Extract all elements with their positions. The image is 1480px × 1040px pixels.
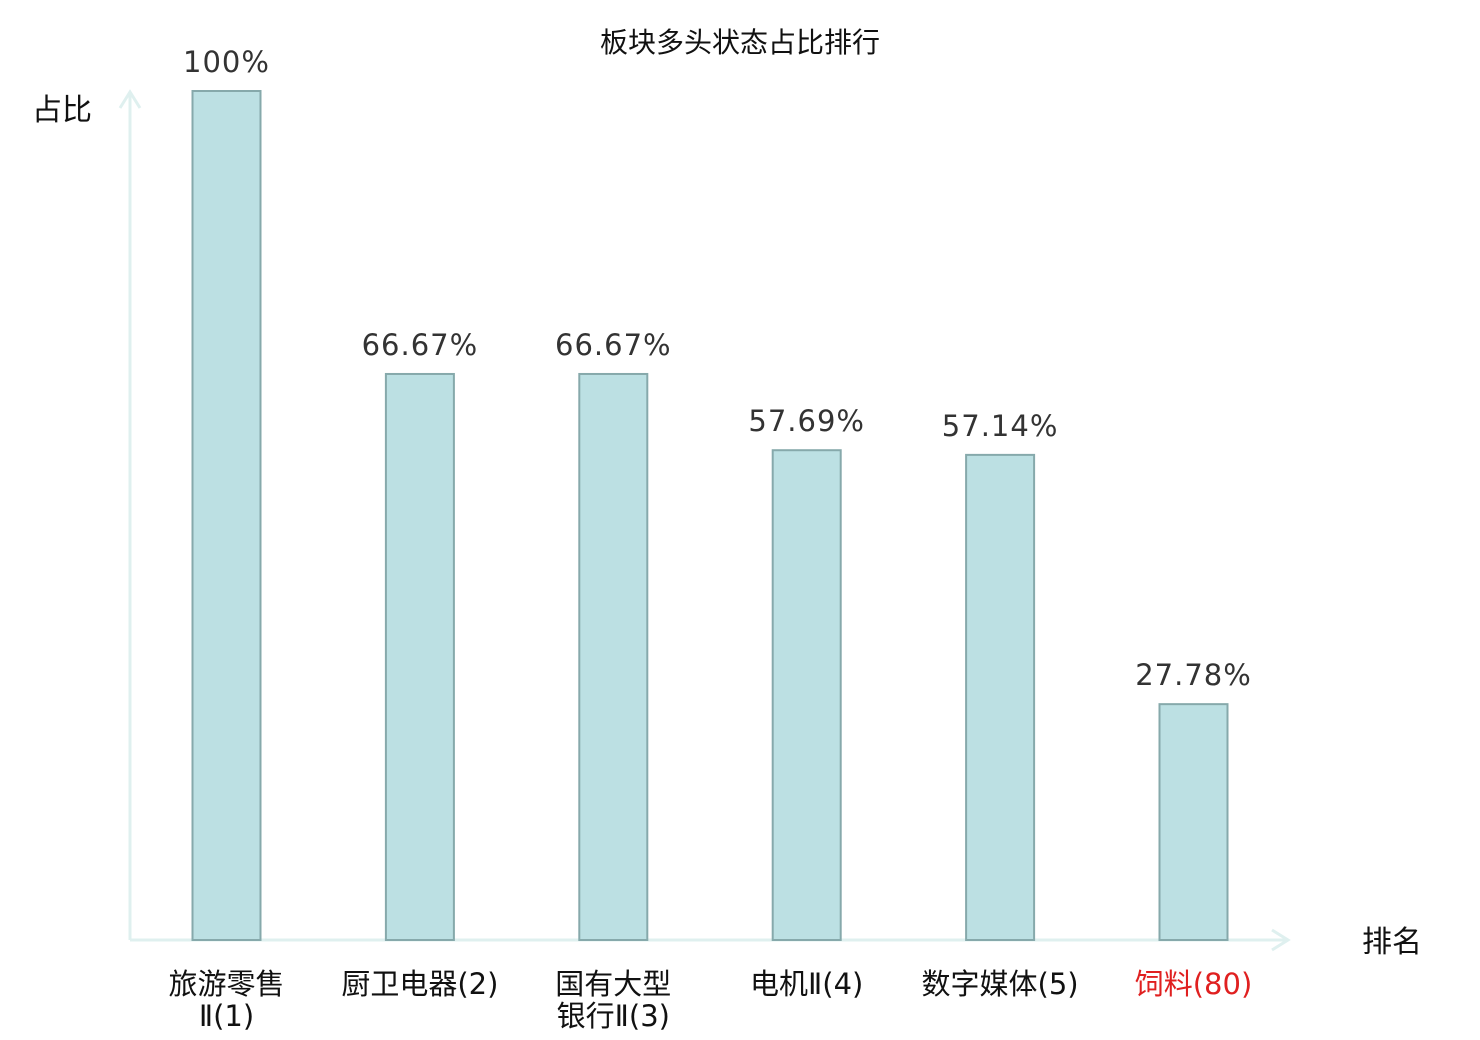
category-label-3-line-2: 银行Ⅱ(3)	[557, 999, 670, 1033]
category-label-5: 数字媒体(5)	[922, 967, 1079, 1001]
chart-title: 板块多头状态占比排行	[600, 26, 880, 59]
y-axis-label: 占比	[32, 93, 92, 128]
category-label-6: 饲料(80)	[1135, 967, 1253, 1001]
value-label-6: 27.78%	[1135, 658, 1252, 692]
category-label-1-line-2: Ⅱ(1)	[199, 999, 254, 1033]
x-axis-arrow-icon	[1271, 928, 1291, 952]
value-label-1: 100%	[183, 45, 270, 79]
category-label-1-line-1: 旅游零售	[168, 967, 284, 1001]
bar-6	[1158, 703, 1229, 942]
value-labels: 100% 66.67% 66.67% 57.69% 57.14% 27.78%	[183, 45, 1252, 692]
bar-3	[578, 372, 649, 942]
category-label-4: 电机Ⅱ(4)	[750, 967, 863, 1001]
category-label-3-line-1: 国有大型	[555, 967, 671, 1001]
category-label-2: 厨卫电器(2)	[341, 967, 498, 1001]
value-label-3: 66.67%	[555, 328, 672, 362]
axes	[118, 89, 1291, 952]
bar-2	[384, 372, 455, 942]
bar-4	[771, 449, 842, 941]
value-label-2: 66.67%	[362, 328, 479, 362]
bar-1	[191, 90, 262, 941]
value-label-5: 57.14%	[942, 409, 1059, 443]
value-label-4: 57.69%	[748, 404, 865, 438]
bar-5	[965, 453, 1036, 941]
x-axis-label: 排名	[1362, 925, 1422, 960]
y-axis-arrow-icon	[118, 89, 142, 109]
bars	[191, 90, 1229, 942]
